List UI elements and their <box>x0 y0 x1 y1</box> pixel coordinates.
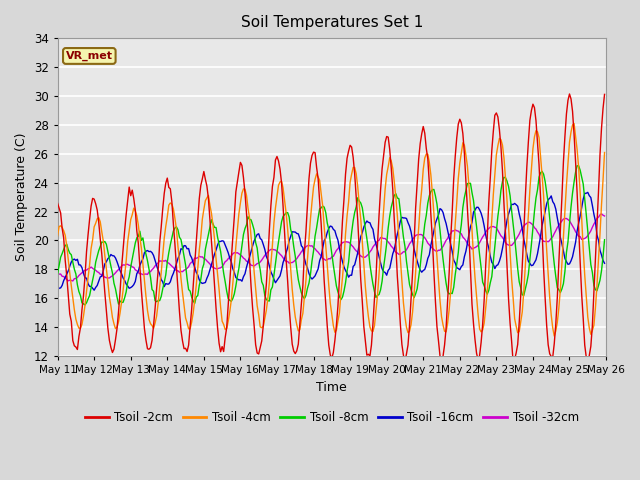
X-axis label: Time: Time <box>316 381 347 394</box>
Text: VR_met: VR_met <box>66 51 113 61</box>
Legend: Tsoil -2cm, Tsoil -4cm, Tsoil -8cm, Tsoil -16cm, Tsoil -32cm: Tsoil -2cm, Tsoil -4cm, Tsoil -8cm, Tsoi… <box>80 407 584 429</box>
Y-axis label: Soil Temperature (C): Soil Temperature (C) <box>15 133 28 261</box>
Title: Soil Temperatures Set 1: Soil Temperatures Set 1 <box>241 15 423 30</box>
